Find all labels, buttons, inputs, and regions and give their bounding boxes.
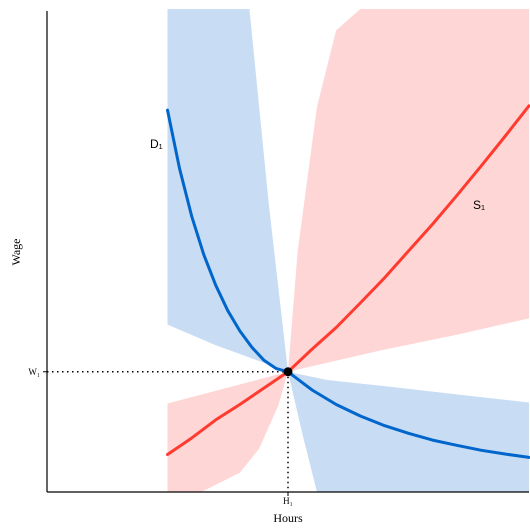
x-axis-label: Hours bbox=[273, 511, 303, 525]
series-label-d1: D₁ bbox=[150, 137, 163, 151]
y-tick-label-w1: W₁ bbox=[28, 367, 40, 377]
supply-curve bbox=[166, 104, 530, 456]
demand-band bbox=[167, 9, 529, 492]
bands bbox=[167, 9, 529, 492]
equilibrium-guides bbox=[47, 371, 289, 492]
axes bbox=[43, 11, 529, 496]
y-axis-label: Wage bbox=[9, 238, 23, 265]
series-lines bbox=[166, 104, 530, 459]
x-tick-label-h1: H₁ bbox=[283, 496, 293, 506]
series-label-s1: S₁ bbox=[473, 198, 485, 212]
supply-band bbox=[167, 9, 529, 492]
equilibrium-point bbox=[283, 367, 293, 377]
